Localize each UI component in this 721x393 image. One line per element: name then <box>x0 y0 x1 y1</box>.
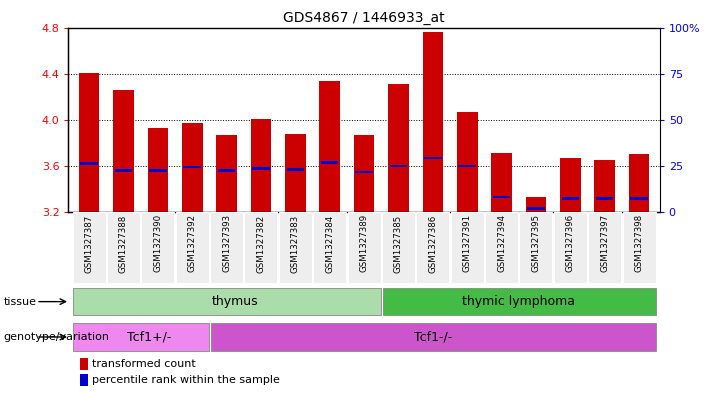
Text: GSM1327392: GSM1327392 <box>187 214 197 272</box>
Bar <box>388 84 409 212</box>
Title: GDS4867 / 1446933_at: GDS4867 / 1446933_at <box>283 11 445 25</box>
Text: GSM1327387: GSM1327387 <box>84 214 94 273</box>
Bar <box>149 169 167 172</box>
Text: GSM1327396: GSM1327396 <box>566 214 575 272</box>
Text: genotype/variation: genotype/variation <box>4 332 110 342</box>
Bar <box>354 135 374 212</box>
Bar <box>382 212 415 283</box>
Text: thymus: thymus <box>212 295 259 308</box>
Bar <box>211 323 655 351</box>
Text: GSM1327397: GSM1327397 <box>600 214 609 272</box>
Bar <box>182 123 203 212</box>
Bar <box>594 160 615 212</box>
Text: percentile rank within the sample: percentile rank within the sample <box>92 375 280 385</box>
Text: GSM1327382: GSM1327382 <box>257 214 265 273</box>
Bar <box>73 323 209 351</box>
Bar <box>526 197 547 212</box>
Bar <box>348 212 381 283</box>
Bar <box>251 119 271 212</box>
Bar <box>285 134 306 212</box>
Bar <box>554 212 587 283</box>
Bar <box>73 212 105 283</box>
Text: GSM1327389: GSM1327389 <box>360 214 368 272</box>
Bar <box>313 212 346 283</box>
Text: GSM1327385: GSM1327385 <box>394 214 403 273</box>
Bar <box>73 288 381 315</box>
Bar <box>623 212 655 283</box>
Text: GSM1327384: GSM1327384 <box>325 214 335 273</box>
Text: GSM1327388: GSM1327388 <box>119 214 128 273</box>
Bar <box>562 197 579 200</box>
Bar <box>560 158 580 212</box>
Bar <box>451 212 484 283</box>
Bar <box>113 90 134 212</box>
Bar <box>491 153 512 212</box>
Bar <box>423 32 443 212</box>
Text: GSM1327383: GSM1327383 <box>291 214 300 273</box>
Bar <box>279 212 312 283</box>
Bar <box>80 358 88 370</box>
Text: GSM1327390: GSM1327390 <box>154 214 162 272</box>
Text: GSM1327394: GSM1327394 <box>497 214 506 272</box>
Bar <box>218 169 235 172</box>
Bar <box>244 212 278 283</box>
Bar <box>141 212 174 283</box>
Text: GSM1327393: GSM1327393 <box>222 214 231 272</box>
Bar <box>148 128 168 212</box>
Bar <box>80 374 88 386</box>
Bar <box>321 161 338 164</box>
Bar <box>459 165 476 167</box>
Bar <box>493 196 510 198</box>
Bar <box>79 73 99 212</box>
Bar <box>629 154 650 212</box>
Bar <box>183 166 201 169</box>
Bar <box>80 162 98 165</box>
Text: tissue: tissue <box>4 297 37 307</box>
Bar <box>527 208 545 210</box>
Text: GSM1327386: GSM1327386 <box>428 214 438 273</box>
Text: GSM1327395: GSM1327395 <box>531 214 541 272</box>
Bar <box>115 169 132 172</box>
Bar <box>286 168 304 171</box>
Bar <box>384 288 655 315</box>
Bar <box>252 167 270 170</box>
Bar <box>107 212 140 283</box>
Text: Tcf1+/-: Tcf1+/- <box>127 331 172 343</box>
Text: thymic lymphoma: thymic lymphoma <box>462 295 575 308</box>
Text: Tcf1-/-: Tcf1-/- <box>414 331 452 343</box>
Bar <box>390 165 407 167</box>
Bar <box>176 212 209 283</box>
Bar <box>457 112 477 212</box>
Bar <box>319 81 340 212</box>
Bar <box>630 197 648 200</box>
Bar <box>210 212 243 283</box>
Text: GSM1327398: GSM1327398 <box>634 214 644 272</box>
Bar <box>355 171 373 173</box>
Bar <box>424 157 442 159</box>
Bar <box>588 212 622 283</box>
Bar <box>416 212 449 283</box>
Text: transformed count: transformed count <box>92 359 196 369</box>
Bar <box>485 212 518 283</box>
Bar <box>596 197 614 200</box>
Bar <box>216 135 237 212</box>
Bar <box>519 212 552 283</box>
Text: GSM1327391: GSM1327391 <box>463 214 472 272</box>
